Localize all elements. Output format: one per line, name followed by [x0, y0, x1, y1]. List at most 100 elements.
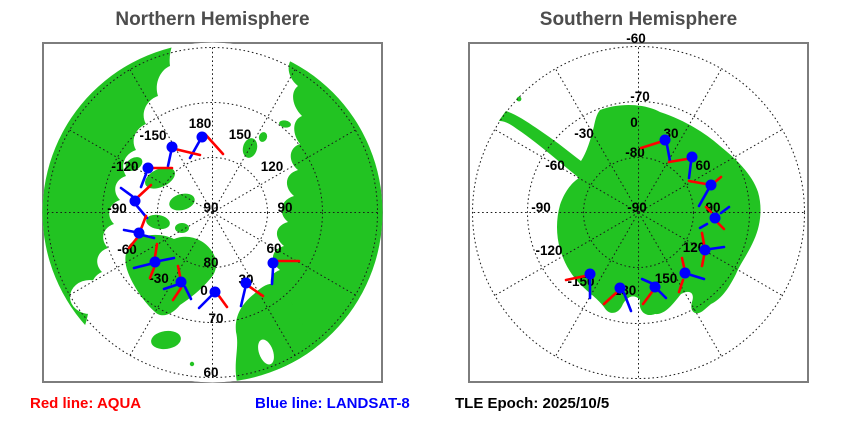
meridian-line — [494, 212, 639, 296]
satellite-marker — [133, 227, 145, 239]
satellite — [640, 277, 668, 306]
landsat-track-segment — [689, 273, 706, 281]
island-franz-josef — [279, 120, 291, 128]
hudson-bay — [70, 280, 110, 314]
island-canadian-arctic — [146, 214, 170, 230]
north-hemisphere-svg: 90807060180-150150-120120-9090-6060-3030… — [42, 42, 383, 383]
satellite-marker — [584, 268, 596, 280]
graticule-label: -60 — [117, 242, 137, 257]
meridian-line — [212, 69, 296, 213]
satellite — [166, 141, 202, 168]
island-south-orkney — [516, 96, 522, 102]
graticule-label: -150 — [139, 128, 166, 143]
aqua-track-segment — [687, 179, 708, 186]
aqua-track-segment — [704, 205, 713, 214]
south-hemisphere-svg: -60-70-80-900306090120150180-150-120-90-… — [471, 31, 806, 380]
south-hemisphere-title: Southern Hemisphere — [539, 9, 738, 30]
island-south-shetland — [506, 102, 510, 106]
meridian-line — [638, 212, 722, 357]
latitude-circle — [102, 102, 323, 323]
satellite-marker — [267, 257, 279, 269]
graticule-label: 120 — [261, 159, 284, 174]
landsat-track-segment — [708, 245, 726, 251]
satellite — [188, 131, 225, 160]
graticule-label: 150 — [229, 127, 252, 142]
aqua-track-segment — [602, 291, 618, 306]
north-land-group — [42, 42, 383, 383]
graticule-label: -60 — [626, 31, 646, 46]
aqua-track-segment — [148, 266, 156, 280]
graticule-label: -70 — [630, 89, 650, 104]
aqua-track-segment — [716, 221, 726, 231]
satellite — [197, 286, 229, 310]
aqua-track-segment — [173, 147, 202, 157]
aqua-track-segment — [677, 278, 685, 294]
north-hemisphere-title: Northern Hemisphere — [115, 9, 310, 30]
graticule-label: -30 — [574, 126, 594, 141]
satellite — [267, 257, 301, 286]
aqua-track-segment — [171, 286, 183, 302]
graticule-label: -90 — [107, 201, 127, 216]
meridian-line — [555, 212, 639, 357]
landsat-legend: Blue line: LANDSAT-8 — [255, 395, 410, 412]
satellite-marker — [240, 277, 252, 289]
landsat-track-segment — [270, 267, 275, 286]
satellite — [687, 175, 723, 208]
satellite — [122, 214, 156, 250]
landsat-track-segment — [188, 140, 201, 160]
graticule-label: -60 — [545, 158, 565, 173]
graticule-label: 0 — [200, 283, 208, 298]
satellite-marker — [196, 131, 208, 143]
landsat-track-segment — [197, 294, 213, 310]
landsat-track-segment — [139, 172, 148, 189]
aqua-track-segment — [136, 183, 153, 199]
satellite-marker — [686, 151, 698, 163]
graticule-label: -120 — [535, 243, 562, 258]
satellite-marker — [659, 134, 671, 146]
aqua-track-segment — [680, 256, 686, 269]
satellite — [564, 268, 596, 300]
aqua-legend: Red line: AQUA — [30, 395, 142, 412]
aqua-track-segment — [700, 254, 706, 268]
meridian-line — [212, 129, 356, 213]
aqua-track-segment — [153, 242, 159, 259]
graticule-label: -90 — [627, 200, 647, 215]
satellite-marker — [614, 282, 626, 294]
aqua-track-segment — [641, 290, 654, 306]
meridian-line — [69, 212, 213, 296]
graticule-label: 70 — [208, 311, 223, 326]
aqua-track-segment — [248, 285, 265, 298]
landsat-track-segment — [697, 188, 710, 208]
landsat-track-segment — [640, 277, 653, 285]
satellite-marker — [699, 244, 711, 256]
meridian-line — [212, 212, 296, 356]
meridian-line — [638, 68, 722, 213]
meridian-line — [494, 129, 639, 213]
aqua-track-segment — [217, 294, 229, 309]
meridian-line — [129, 69, 213, 213]
aqua-track-segment — [700, 231, 706, 246]
landsat-track-segment — [166, 150, 173, 168]
landsat-track-segment — [665, 143, 672, 163]
land-greenland — [125, 234, 217, 316]
landsat-track-segment — [132, 262, 152, 270]
graticule-label: -120 — [111, 159, 138, 174]
satellite-marker — [129, 195, 141, 207]
landsat-track-segment — [698, 222, 709, 230]
landsat-track-segment — [657, 289, 668, 300]
aqua-track-segment — [203, 132, 225, 156]
latitude-circle — [472, 46, 805, 379]
satellite-marker — [175, 276, 187, 288]
graticule-label: -90 — [531, 200, 551, 215]
landsat-track-segment — [122, 228, 137, 234]
island-canadian-arctic — [145, 167, 175, 189]
satellite — [677, 256, 706, 294]
graticule-label: 60 — [203, 365, 218, 380]
satellite — [139, 162, 174, 189]
island-svalbard — [258, 132, 268, 142]
graticule-label: 120 — [683, 240, 706, 255]
island-iceland — [151, 330, 181, 350]
satellite — [239, 277, 265, 308]
landsat-track-segment — [162, 283, 178, 291]
